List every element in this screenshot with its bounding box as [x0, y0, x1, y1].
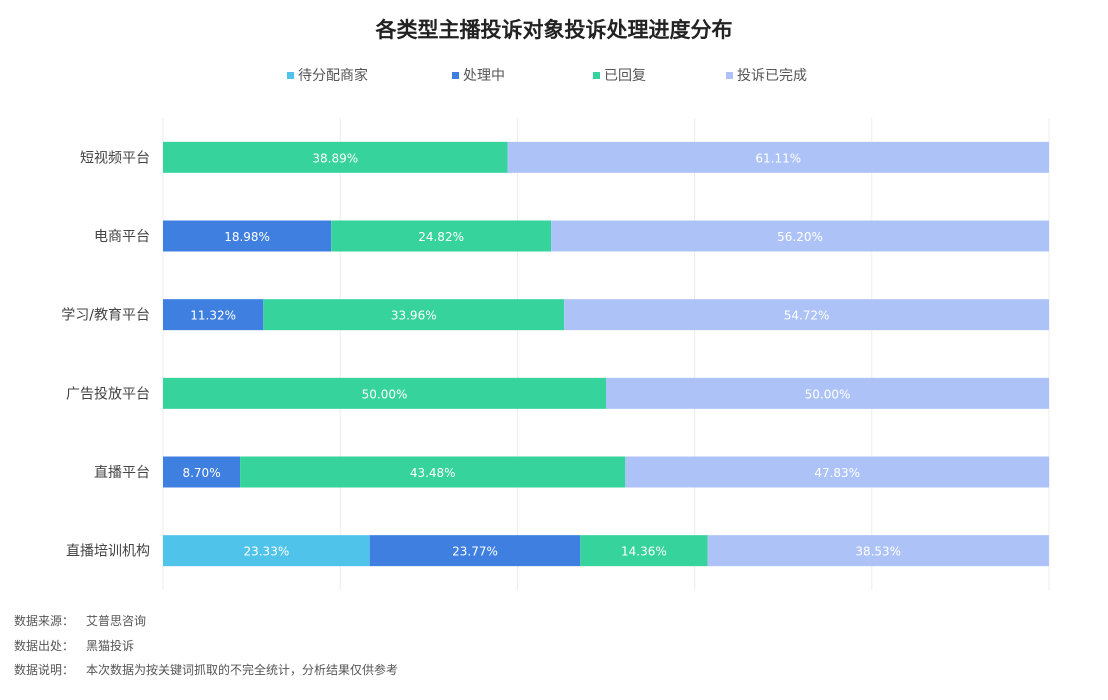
bar-segment	[163, 299, 264, 331]
bar-data-label: 8.70%	[182, 466, 220, 480]
bar-segment	[331, 220, 552, 252]
bar-segment	[240, 456, 626, 488]
footer-origin-value: 黑猫投诉	[86, 639, 135, 653]
bar-segment	[606, 377, 1049, 409]
legend-label: 投诉已完成	[737, 68, 807, 84]
data-labels: 38.89% 61.11% 18.98% 24.82% 56.20% 11.32% 33.9…	[182, 151, 901, 558]
bar-segment	[369, 535, 581, 567]
category-label: 短视频平台	[80, 150, 150, 166]
footer-note: 数据说明： 本次数据为按关键词抓取的不完全统计，分析结果仅供参考	[14, 661, 410, 678]
legend-label: 已回复	[604, 67, 646, 84]
bar-segment	[163, 220, 332, 252]
bar-segment	[163, 535, 370, 567]
bar-data-label: 61.11%	[755, 151, 801, 165]
legend-swatch	[593, 72, 600, 79]
bar-data-label: 33.96%	[391, 309, 437, 323]
category-label: 电商平台	[94, 229, 150, 245]
bar-data-label: 23.77%	[452, 545, 498, 559]
bar-segment	[163, 456, 241, 488]
bar-segment	[551, 220, 1049, 252]
bar-data-label: 23.33%	[243, 545, 289, 559]
footer-source-label: 数据来源：	[14, 614, 75, 628]
bar-segment	[163, 377, 606, 409]
legend-label: 待分配商家	[298, 67, 368, 84]
footer-origin-label: 数据出处：	[14, 639, 75, 653]
chart-title: 各类型主播投诉对象投诉处理进度分布	[375, 18, 733, 42]
bar-data-label: 54.72%	[784, 309, 830, 323]
category-label: 直播平台	[94, 464, 150, 481]
bar-data-label: 11.32%	[190, 309, 236, 323]
bar-segment	[580, 535, 708, 567]
bar-data-label: 50.00%	[805, 387, 851, 401]
category-label: 学习/教育平台	[61, 308, 150, 324]
bar-data-label: 38.53%	[855, 545, 901, 559]
bar-data-label: 43.48%	[410, 466, 456, 480]
category-label: 直播培训机构	[66, 543, 150, 560]
footer-note-label: 数据说明：	[14, 663, 75, 677]
bar-data-label: 56.20%	[777, 230, 823, 244]
category-label: 广告投放平台	[66, 386, 150, 402]
legend-label: 处理中	[463, 68, 505, 84]
bar-segment	[507, 141, 1049, 173]
bar-data-label: 38.89%	[312, 151, 358, 165]
bar-data-label: 50.00%	[362, 387, 408, 401]
bars	[163, 141, 1050, 567]
bar-segment	[163, 141, 508, 173]
footer-note-value: 本次数据为按关键词抓取的不完全统计，分析结果仅供参考	[86, 663, 399, 677]
grid-lines	[162, 118, 1050, 590]
footer-origin: 数据出处： 黑猫投诉	[14, 637, 146, 654]
bar-data-label: 14.36%	[621, 545, 667, 559]
bar-data-label: 47.83%	[814, 466, 860, 480]
legend-swatch	[726, 72, 733, 79]
bar-data-label: 18.98%	[224, 230, 270, 244]
bar-segment	[263, 299, 565, 331]
bar-segment	[564, 299, 1049, 331]
legend: 待分配商家 处理中 已回复 投诉已完成	[287, 67, 807, 84]
bar-data-label: 24.82%	[418, 230, 464, 244]
bar-segment	[625, 456, 1050, 488]
footer-source-value: 艾普思咨询	[86, 614, 147, 628]
legend-swatch	[452, 72, 459, 79]
legend-swatch	[287, 72, 294, 79]
bar-segment	[707, 535, 1049, 567]
footer-source: 数据来源： 艾普思咨询	[14, 612, 158, 629]
